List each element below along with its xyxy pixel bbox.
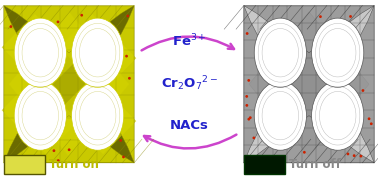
Ellipse shape — [248, 118, 250, 121]
Ellipse shape — [122, 156, 125, 158]
Ellipse shape — [128, 77, 131, 80]
Ellipse shape — [303, 151, 306, 154]
Bar — [2, 14, 79, 91]
Ellipse shape — [126, 15, 129, 17]
Ellipse shape — [14, 18, 67, 87]
Ellipse shape — [80, 14, 83, 17]
Polygon shape — [244, 6, 374, 53]
Text: Turn on: Turn on — [50, 158, 99, 171]
Ellipse shape — [245, 104, 248, 107]
Ellipse shape — [9, 25, 12, 28]
Ellipse shape — [246, 32, 249, 35]
Polygon shape — [9, 12, 129, 157]
Ellipse shape — [53, 149, 55, 152]
Ellipse shape — [57, 159, 60, 162]
Ellipse shape — [247, 79, 250, 82]
Polygon shape — [249, 12, 369, 157]
Ellipse shape — [71, 18, 124, 87]
Ellipse shape — [347, 153, 349, 155]
Ellipse shape — [254, 81, 307, 150]
Polygon shape — [244, 116, 374, 163]
Ellipse shape — [125, 55, 128, 58]
Bar — [244, 6, 374, 163]
Ellipse shape — [68, 148, 71, 151]
Ellipse shape — [361, 89, 364, 92]
Bar — [4, 6, 134, 163]
Ellipse shape — [71, 81, 124, 150]
Ellipse shape — [353, 154, 356, 157]
Ellipse shape — [14, 81, 67, 150]
Ellipse shape — [319, 15, 322, 18]
Polygon shape — [4, 6, 134, 53]
Ellipse shape — [249, 116, 252, 119]
Ellipse shape — [245, 95, 248, 98]
Ellipse shape — [368, 117, 370, 120]
Ellipse shape — [57, 21, 59, 23]
Polygon shape — [4, 116, 134, 163]
Bar — [59, 77, 136, 154]
Text: Fe$^{3+}$: Fe$^{3+}$ — [172, 32, 206, 49]
Polygon shape — [335, 6, 374, 163]
Polygon shape — [244, 6, 283, 163]
Bar — [2, 77, 79, 154]
Ellipse shape — [311, 18, 364, 87]
Text: NACs: NACs — [170, 119, 208, 132]
Bar — [59, 14, 136, 91]
Ellipse shape — [119, 139, 122, 142]
FancyBboxPatch shape — [244, 155, 285, 174]
Ellipse shape — [359, 155, 363, 158]
Ellipse shape — [370, 122, 373, 125]
Ellipse shape — [254, 18, 307, 87]
Polygon shape — [95, 6, 134, 163]
Text: Cr$_{2}$O$_{7}$$^{2-}$: Cr$_{2}$O$_{7}$$^{2-}$ — [161, 74, 217, 93]
Polygon shape — [4, 6, 43, 163]
FancyBboxPatch shape — [4, 155, 45, 174]
Ellipse shape — [253, 137, 255, 139]
Ellipse shape — [349, 15, 352, 18]
Text: Turn off: Turn off — [290, 158, 341, 171]
Ellipse shape — [311, 81, 364, 150]
